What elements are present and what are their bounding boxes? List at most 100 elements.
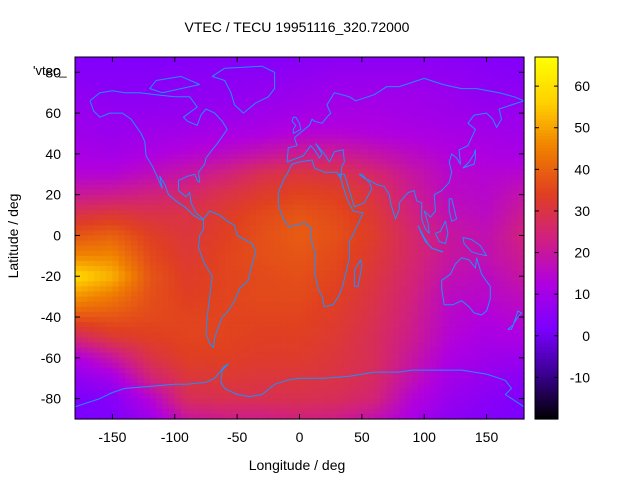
heatmap-cell xyxy=(93,118,101,124)
heatmap-cell xyxy=(330,72,338,78)
heatmap-cell xyxy=(274,286,282,293)
heatmap-cell xyxy=(255,123,263,129)
heatmap-cell xyxy=(355,194,363,201)
heatmap-cell xyxy=(505,133,513,140)
heatmap-cell xyxy=(205,342,213,349)
heatmap-cell xyxy=(143,393,151,400)
heatmap-cell xyxy=(343,148,350,155)
heatmap-cell xyxy=(424,342,432,349)
heatmap-cell xyxy=(124,255,132,262)
heatmap-cell xyxy=(112,260,120,267)
heatmap-cell xyxy=(505,373,513,379)
heatmap-cell xyxy=(449,260,457,267)
heatmap-cell xyxy=(293,153,301,160)
heatmap-cell xyxy=(511,225,519,231)
heatmap-cell xyxy=(212,373,220,379)
heatmap-cell xyxy=(262,291,269,298)
heatmap-cell xyxy=(93,408,101,415)
heatmap-cell xyxy=(299,383,307,390)
heatmap-cell xyxy=(393,118,400,124)
heatmap-cell xyxy=(343,311,350,318)
heatmap-cell xyxy=(449,133,457,140)
heatmap-cell xyxy=(162,311,170,318)
heatmap-cell xyxy=(143,342,151,349)
heatmap-cell xyxy=(212,153,220,160)
heatmap-cell xyxy=(181,184,188,191)
heatmap-cell xyxy=(305,164,313,170)
heatmap-cell xyxy=(287,368,294,374)
heatmap-cell xyxy=(212,225,220,231)
heatmap-cell xyxy=(343,235,350,242)
heatmap-cell xyxy=(355,148,363,155)
heatmap-cell xyxy=(499,378,506,384)
heatmap-cell xyxy=(343,164,350,170)
heatmap-cell xyxy=(336,276,344,282)
heatmap-cell xyxy=(424,174,432,180)
heatmap-cell xyxy=(143,347,151,354)
heatmap-cell xyxy=(474,174,481,180)
heatmap-cell xyxy=(343,77,350,84)
heatmap-cell xyxy=(131,194,138,201)
heatmap-cell xyxy=(299,398,307,405)
heatmap-cell xyxy=(287,347,294,354)
heatmap-cell xyxy=(511,332,519,339)
heatmap-cell xyxy=(486,164,494,170)
heatmap-cell xyxy=(237,164,244,170)
heatmap-cell xyxy=(467,143,475,150)
heatmap-cell xyxy=(230,408,238,415)
heatmap-cell xyxy=(380,174,388,180)
heatmap-cell xyxy=(393,317,400,323)
heatmap-cell xyxy=(168,148,176,155)
heatmap-cell xyxy=(480,286,488,293)
heatmap-cell xyxy=(361,250,369,257)
heatmap-cell xyxy=(106,281,114,288)
heatmap-cell xyxy=(474,189,481,196)
heatmap-cell xyxy=(187,327,195,333)
heatmap-cell xyxy=(243,123,251,129)
heatmap-cell xyxy=(199,286,207,293)
heatmap-cell xyxy=(461,87,469,94)
heatmap-cell xyxy=(262,255,269,262)
heatmap-cell xyxy=(380,388,388,395)
heatmap-cell xyxy=(287,148,294,155)
heatmap-cell xyxy=(187,57,195,63)
heatmap-cell xyxy=(224,153,232,160)
heatmap-cell xyxy=(486,301,494,308)
heatmap-cell xyxy=(424,398,432,405)
heatmap-cell xyxy=(193,266,201,272)
heatmap-cell xyxy=(474,255,481,262)
heatmap-cell xyxy=(75,301,82,308)
heatmap-cell xyxy=(137,138,145,145)
heatmap-cell xyxy=(499,322,506,328)
heatmap-cell xyxy=(143,357,151,364)
heatmap-cell xyxy=(218,148,226,155)
heatmap-cell xyxy=(361,291,369,298)
heatmap-cell xyxy=(361,347,369,354)
heatmap-cell xyxy=(299,199,307,206)
heatmap-cell xyxy=(131,143,138,150)
heatmap-cell xyxy=(424,82,432,89)
heatmap-cell xyxy=(311,317,319,323)
heatmap-cell xyxy=(305,368,313,374)
heatmap-cell xyxy=(218,266,226,272)
heatmap-cell xyxy=(168,230,176,237)
heatmap-cell xyxy=(287,174,294,180)
heatmap-cell xyxy=(193,230,201,237)
heatmap-cell xyxy=(124,215,132,221)
heatmap-cell xyxy=(218,82,226,89)
heatmap-cell xyxy=(212,184,220,191)
heatmap-cell xyxy=(368,189,375,196)
heatmap-cell xyxy=(399,123,407,129)
heatmap-cell xyxy=(156,107,163,114)
heatmap-cell xyxy=(199,148,207,155)
heatmap-cell xyxy=(262,281,269,288)
heatmap-cell xyxy=(93,388,101,395)
heatmap-cell xyxy=(230,245,238,252)
heatmap-cell xyxy=(168,82,176,89)
heatmap-cell xyxy=(218,306,226,313)
heatmap-cell xyxy=(75,118,82,124)
heatmap-cell xyxy=(436,245,444,252)
heatmap-cell xyxy=(212,169,220,175)
heatmap-cell xyxy=(174,368,182,374)
heatmap-cell xyxy=(411,174,419,180)
